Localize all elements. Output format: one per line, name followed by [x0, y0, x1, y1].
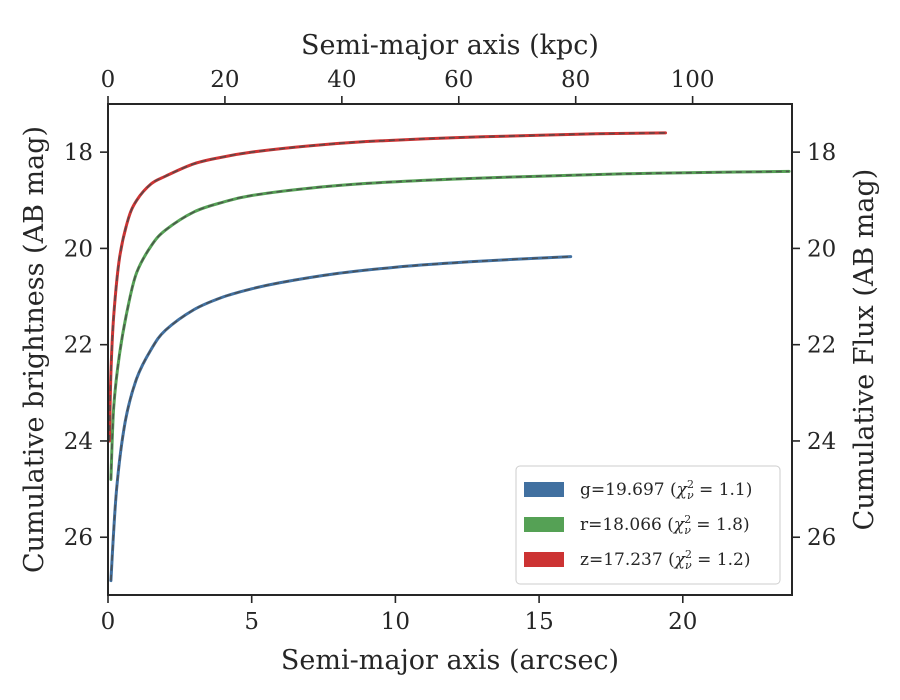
- x-tick-label: 0: [101, 609, 116, 635]
- x-tick-label: 5: [244, 609, 259, 635]
- series-line-2: [107, 131, 667, 443]
- top-x-tick-label: 20: [210, 67, 239, 93]
- y-tick-label: 24: [64, 429, 93, 455]
- series-line-1: [109, 169, 791, 481]
- y-tick-label: 18: [64, 140, 93, 166]
- top-x-tick-label: 60: [444, 67, 473, 93]
- legend-swatch: [524, 552, 564, 567]
- series-model-line-1: [110, 170, 790, 480]
- right-y-tick-label: 24: [807, 429, 836, 455]
- top-x-tick-label: 40: [327, 67, 356, 93]
- x-axis-title: Semi-major axis (arcsec): [281, 645, 619, 676]
- right-y-tick-label: 18: [807, 140, 836, 166]
- legend-label: r=18.066 (χ2 ν = 1.8): [580, 513, 750, 537]
- legend-swatch: [524, 482, 564, 497]
- legend-swatch: [524, 517, 564, 532]
- right-y-tick-label: 20: [807, 236, 836, 262]
- y-tick-label: 22: [64, 333, 93, 359]
- plot-frame: [107, 103, 793, 596]
- right-y-tick-label: 26: [807, 525, 836, 551]
- x-tick-label: 10: [381, 609, 410, 635]
- top-x-tick-label: 100: [671, 67, 715, 93]
- legend-label: g=19.697 (χ2 ν = 1.1): [580, 478, 752, 502]
- x-tick-label: 20: [668, 609, 697, 635]
- x-tick-label: 15: [524, 609, 553, 635]
- axes: 0 5 10 15 20 0 20 40 60 80 100 18 18 20 20 22 22 24 24 26 26: [64, 67, 837, 635]
- right-y-tick-label: 22: [807, 333, 836, 359]
- top-x-tick-label: 80: [561, 67, 590, 93]
- legend: g=19.697 (χ2 ν = 1.1) r=18.066 (χ2 ν = 1.8)…: [515, 465, 781, 585]
- series-model-line-0: [110, 255, 571, 581]
- top-x-tick-label: 0: [101, 67, 116, 93]
- y-axis-title: Cumulative brightness (AB mag): [19, 126, 50, 573]
- right-y-axis-title: Cumulative Flux (AB mag): [849, 169, 880, 531]
- legend-label: z=17.237 (χ2 ν = 1.2): [580, 548, 750, 572]
- legend-box: [515, 465, 781, 585]
- plot-area: [107, 131, 791, 583]
- series-line-0: [109, 255, 573, 583]
- series-model-line-2: [108, 132, 666, 442]
- y-tick-label: 26: [64, 525, 93, 551]
- y-tick-label: 20: [64, 236, 93, 262]
- top-x-axis-title: Semi-major axis (kpc): [301, 30, 599, 61]
